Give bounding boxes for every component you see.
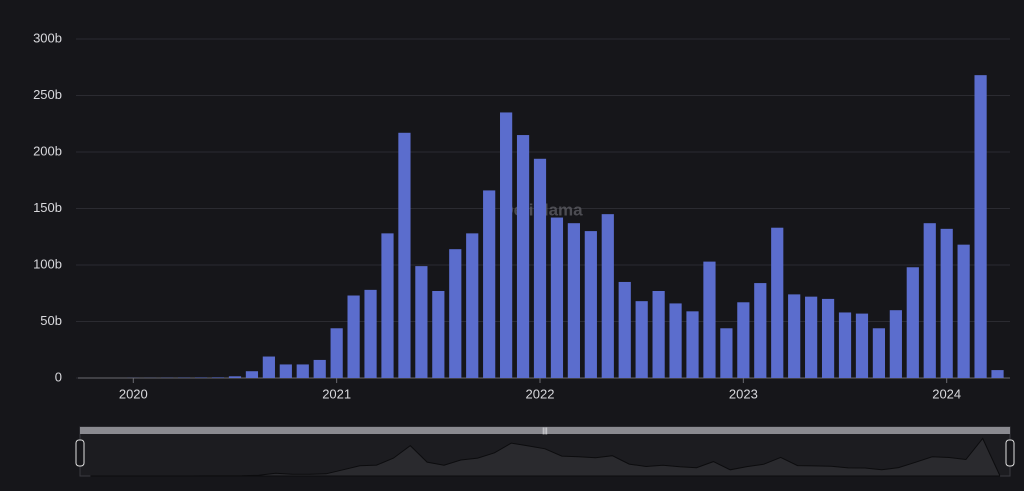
bar: [601, 214, 614, 378]
bar: [228, 376, 242, 378]
bar: [957, 244, 970, 378]
bar: [652, 290, 665, 378]
bar: [500, 112, 513, 378]
bar: [872, 328, 886, 378]
bar: [347, 295, 360, 378]
bar: [330, 328, 343, 378]
y-tick-label: 200b: [33, 143, 62, 158]
bar: [313, 359, 326, 378]
bar: [211, 377, 225, 378]
bar: [669, 303, 682, 378]
bar: [449, 249, 462, 378]
bar: [364, 289, 377, 378]
bar: [279, 364, 292, 378]
bar: [855, 313, 869, 378]
bar: [838, 312, 852, 378]
bar: [398, 132, 411, 378]
slider-selection: [80, 427, 1010, 434]
bar: [533, 158, 547, 378]
bar: [686, 311, 699, 378]
x-tick-label: 2022: [526, 386, 555, 401]
bar: [262, 356, 275, 378]
bar: [483, 190, 496, 378]
bar: [940, 228, 953, 378]
bar: [703, 261, 716, 378]
bar: [584, 231, 597, 378]
bar: [821, 298, 835, 378]
y-tick-label: 150b: [33, 200, 62, 215]
bar: [245, 371, 259, 378]
bar: [771, 227, 784, 378]
bar: [906, 267, 919, 378]
bar: [635, 301, 648, 378]
y-tick-label: 0: [55, 369, 62, 384]
bar: [567, 223, 580, 378]
bar: [788, 294, 801, 378]
slider-grip: |||: [542, 428, 548, 435]
bar: [550, 217, 564, 378]
bar: [296, 364, 309, 378]
slider-handle[interactable]: [1005, 439, 1015, 467]
y-tick-label: 300b: [33, 30, 62, 45]
bar: [923, 223, 936, 378]
bar: [805, 296, 818, 378]
bar: [618, 281, 631, 378]
overview-area: [90, 437, 1001, 477]
bar: [737, 302, 750, 378]
bar: [991, 370, 1004, 378]
x-tick-label: 2021: [322, 386, 351, 401]
bar: [974, 75, 987, 378]
x-tick-label: 2020: [119, 386, 148, 401]
bar: [415, 266, 428, 378]
bar: [381, 233, 394, 378]
bar: [466, 233, 479, 378]
x-tick-label: 2024: [932, 386, 961, 401]
y-tick-label: 250b: [33, 87, 62, 102]
bar: [754, 283, 767, 378]
bar: [720, 328, 733, 378]
bar: [516, 135, 530, 378]
bar: [889, 310, 902, 378]
y-tick-label: 100b: [33, 256, 62, 271]
y-tick-label: 50b: [40, 313, 62, 328]
x-tick-label: 2023: [729, 386, 758, 401]
slider-handle[interactable]: [75, 439, 85, 467]
bar: [432, 290, 445, 378]
